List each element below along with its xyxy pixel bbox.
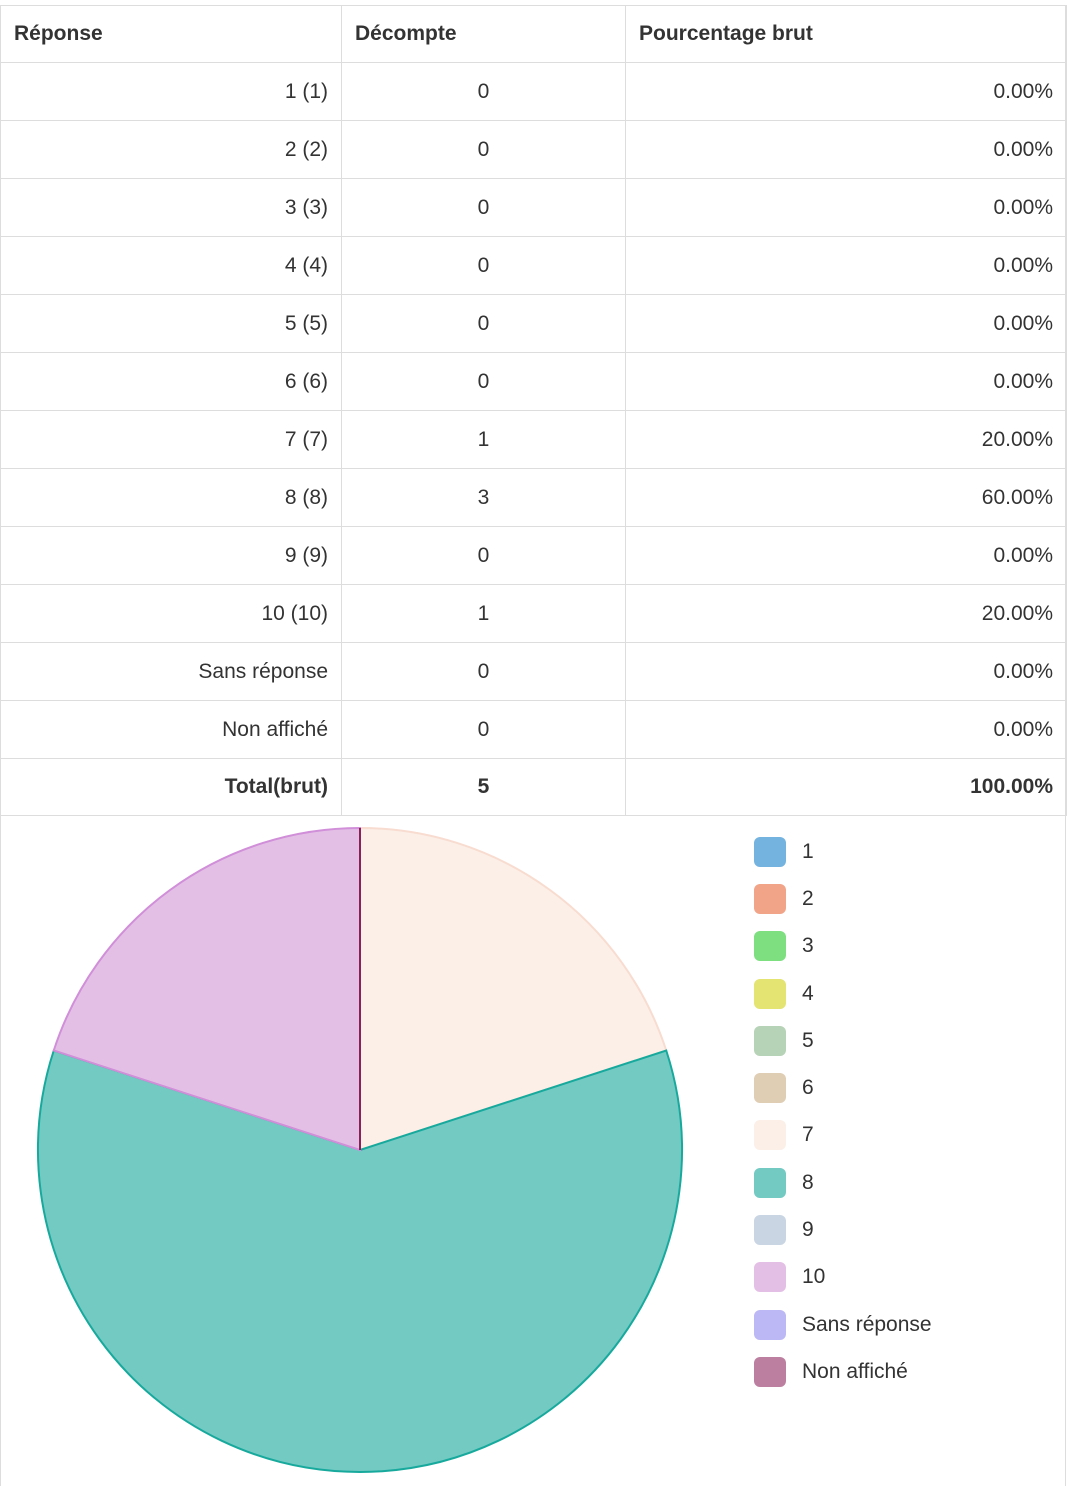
- row-percent: 0.00%: [625, 642, 1067, 701]
- header-percent: Pourcentage brut: [625, 5, 1067, 63]
- row-percent: 0.00%: [625, 700, 1067, 759]
- legend-label: 6: [802, 1076, 814, 1100]
- row-percent: 0.00%: [625, 352, 1067, 411]
- legend-swatch: [754, 978, 786, 1009]
- row-count: 1: [341, 584, 626, 643]
- legend-swatch: [754, 1120, 786, 1151]
- row-percent: 0.00%: [625, 178, 1067, 237]
- table-row: 6 (6) 0 0.00%: [0, 352, 1067, 411]
- table-row: 1 (1) 0 0.00%: [0, 62, 1067, 121]
- row-response: 9 (9): [0, 526, 342, 585]
- row-count: 0: [341, 526, 626, 585]
- header-response: Réponse: [0, 5, 342, 63]
- legend-swatch: [754, 1025, 786, 1056]
- legend-label: Sans réponse: [802, 1312, 932, 1336]
- table-row: 10 (10) 1 20.00%: [0, 584, 1067, 643]
- row-response: 4 (4): [0, 236, 342, 295]
- row-count: 3: [341, 468, 626, 527]
- row-percent: 0.00%: [625, 120, 1067, 179]
- row-percent: 60.00%: [625, 468, 1067, 527]
- header-count: Décompte: [341, 5, 626, 63]
- legend-label: 9: [802, 1218, 814, 1242]
- row-percent: 0.00%: [625, 294, 1067, 353]
- legend-swatch: [754, 1073, 786, 1104]
- pie-slice-7[interactable]: [359, 826, 668, 1152]
- table-row: Sans réponse 0 0.00%: [0, 642, 1067, 701]
- legend-label: 8: [802, 1170, 814, 1194]
- pie-slice-8[interactable]: [37, 1049, 683, 1474]
- legend-swatch: [754, 1309, 786, 1340]
- legend-swatch: [754, 883, 786, 914]
- row-response: 7 (7): [0, 410, 342, 469]
- row-response: 6 (6): [0, 352, 342, 411]
- pie-chart-area: 1 2 3 4 5 6 7 8 9 10 Sans réponse Non affiché: [0, 814, 1066, 1486]
- row-percent: 0.00%: [625, 62, 1067, 121]
- table-row: 2 (2) 0 0.00%: [0, 120, 1067, 179]
- row-response: 10 (10): [0, 584, 342, 643]
- legend-item[interactable]: Sans réponse: [754, 1301, 932, 1348]
- total-label: Total(brut): [0, 758, 342, 816]
- legend-label: 1: [802, 839, 814, 863]
- legend-item[interactable]: 5: [754, 1017, 932, 1064]
- table-row: Non affiché 0 0.00%: [0, 700, 1067, 759]
- legend-label: 5: [802, 1028, 814, 1052]
- legend-swatch: [754, 1167, 786, 1198]
- row-count: 0: [341, 700, 626, 759]
- legend-label: 10: [802, 1265, 826, 1289]
- row-response: Non affiché: [0, 700, 342, 759]
- legend-swatch: [754, 836, 786, 867]
- table-row: 5 (5) 0 0.00%: [0, 294, 1067, 353]
- row-count: 0: [341, 294, 626, 353]
- row-percent: 20.00%: [625, 584, 1067, 643]
- table-row: 9 (9) 0 0.00%: [0, 526, 1067, 585]
- row-percent: 20.00%: [625, 410, 1067, 469]
- legend-label: 7: [802, 1123, 814, 1147]
- pie-slice-10[interactable]: [52, 826, 361, 1152]
- legend-item[interactable]: 3: [754, 923, 932, 970]
- row-count: 0: [341, 642, 626, 701]
- table-row: 3 (3) 0 0.00%: [0, 178, 1067, 237]
- legend-label: Non affiché: [802, 1359, 908, 1383]
- legend-item[interactable]: 9: [754, 1206, 932, 1253]
- row-count: 0: [341, 62, 626, 121]
- table-row: 8 (8) 3 60.00%: [0, 468, 1067, 527]
- legend-swatch: [754, 931, 786, 962]
- legend-item[interactable]: 7: [754, 1112, 932, 1159]
- legend-item[interactable]: Non affiché: [754, 1348, 932, 1395]
- total-row: Total(brut) 5 100.00%: [0, 758, 1067, 816]
- row-count: 0: [341, 352, 626, 411]
- table-row: 4 (4) 0 0.00%: [0, 236, 1067, 295]
- row-response: 2 (2): [0, 120, 342, 179]
- legend-item[interactable]: 2: [754, 875, 932, 922]
- row-count: 0: [341, 178, 626, 237]
- legend-item[interactable]: 1: [754, 828, 932, 875]
- row-response: 1 (1): [0, 62, 342, 121]
- chart-legend: 1 2 3 4 5 6 7 8 9 10 Sans réponse Non affiché: [754, 828, 932, 1396]
- row-percent: 0.00%: [625, 236, 1067, 295]
- table-header-row: Réponse Décompte Pourcentage brut: [0, 5, 1067, 63]
- row-count: 0: [341, 236, 626, 295]
- row-response: Sans réponse: [0, 642, 342, 701]
- legend-label: 3: [802, 934, 814, 958]
- legend-label: 4: [802, 981, 814, 1005]
- pie-chart: [37, 826, 683, 1474]
- legend-item[interactable]: 10: [754, 1254, 932, 1301]
- table-row: 7 (7) 1 20.00%: [0, 410, 1067, 469]
- legend-swatch: [754, 1262, 786, 1293]
- legend-label: 2: [802, 886, 814, 910]
- legend-swatch: [754, 1356, 786, 1387]
- legend-item[interactable]: 8: [754, 1159, 932, 1206]
- row-response: 3 (3): [0, 178, 342, 237]
- legend-item[interactable]: 4: [754, 970, 932, 1017]
- row-count: 0: [341, 120, 626, 179]
- row-response: 5 (5): [0, 294, 342, 353]
- legend-item[interactable]: 6: [754, 1064, 932, 1111]
- total-percent: 100.00%: [625, 758, 1067, 816]
- results-table: Réponse Décompte Pourcentage brut 1 (1) …: [0, 5, 1067, 816]
- row-response: 8 (8): [0, 468, 342, 527]
- legend-swatch: [754, 1215, 786, 1246]
- total-count: 5: [341, 758, 626, 816]
- row-count: 1: [341, 410, 626, 469]
- row-percent: 0.00%: [625, 526, 1067, 585]
